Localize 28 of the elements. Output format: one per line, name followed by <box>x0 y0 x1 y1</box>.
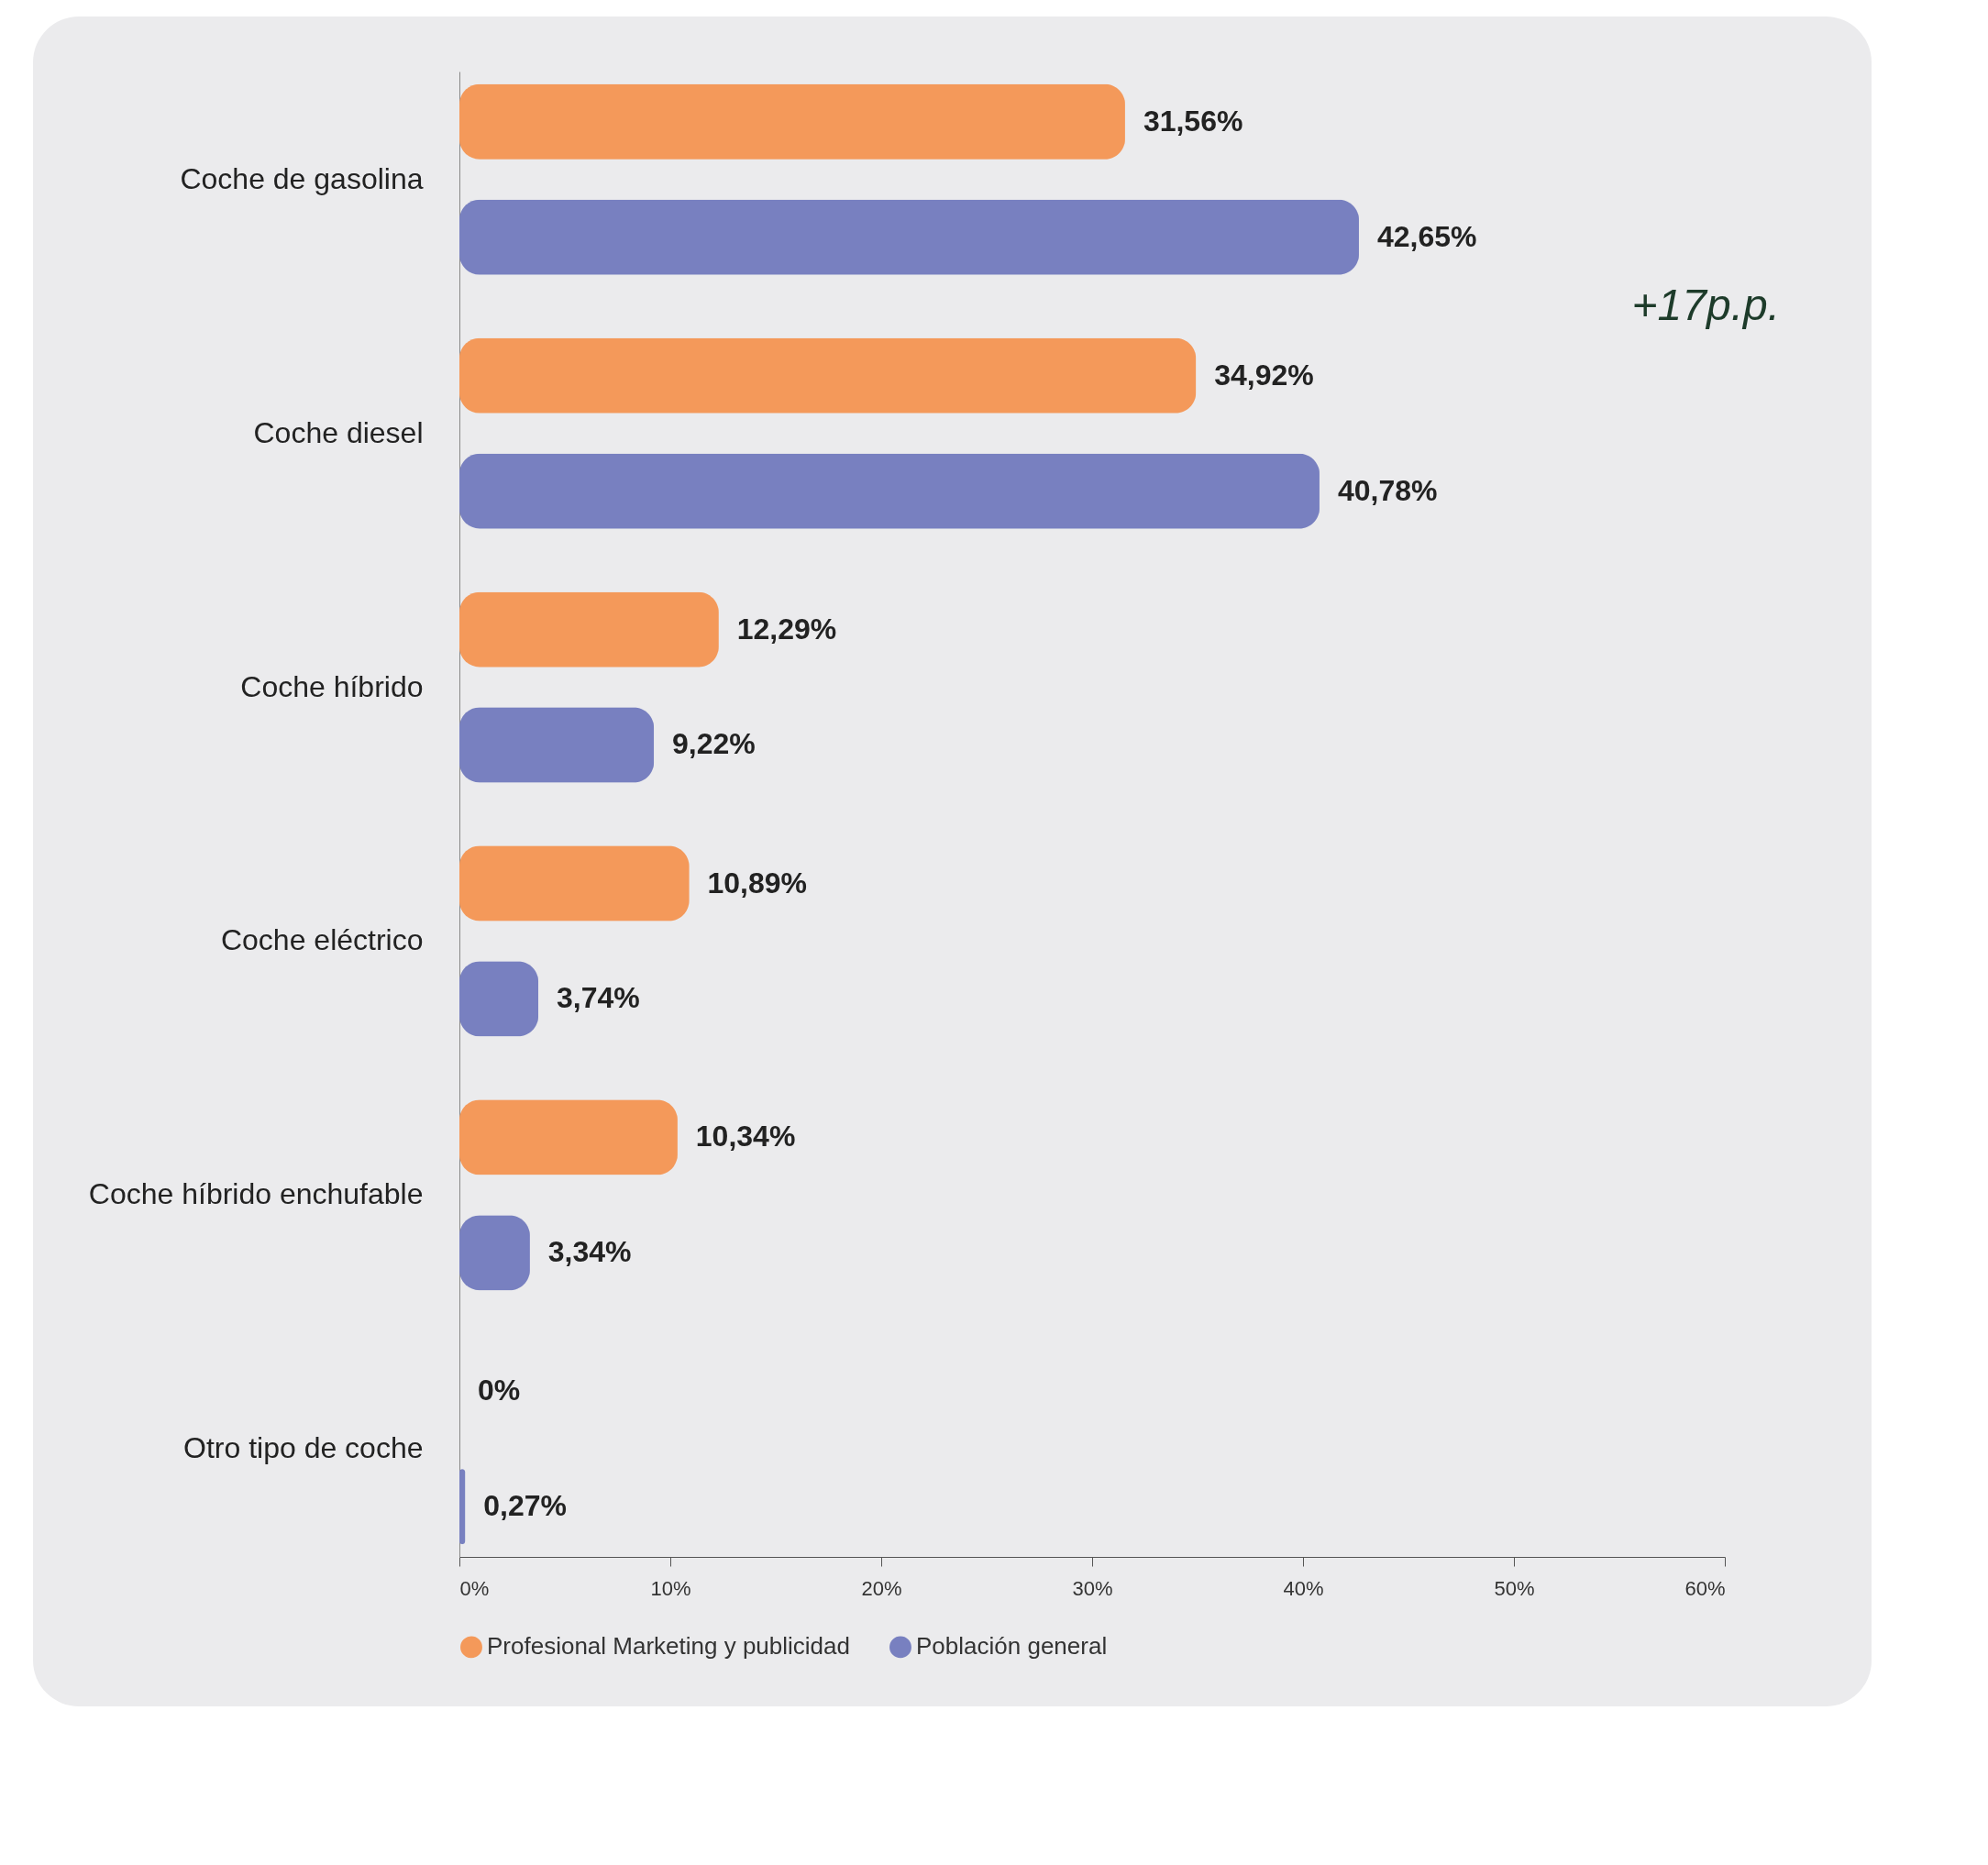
data-label: 3,34% <box>547 1235 632 1269</box>
y-tick-label: Coche diesel <box>253 415 424 449</box>
annotation: +17p.p. <box>1631 280 1780 329</box>
data-label: 40,78% <box>1337 473 1438 507</box>
data-label: 0% <box>478 1374 521 1407</box>
y-tick-label: Coche de gasolina <box>180 161 424 195</box>
x-tick-label: 0% <box>459 1576 490 1600</box>
data-label: 12,29% <box>736 612 837 646</box>
data-label: 3,74% <box>557 981 640 1015</box>
legend-label: Población general <box>916 1632 1108 1661</box>
x-tick-label: 20% <box>861 1576 902 1600</box>
y-tick-label: Coche híbrido enchufable <box>88 1177 424 1211</box>
data-label: 34,92% <box>1214 358 1314 392</box>
data-label: 10,34% <box>695 1120 796 1153</box>
data-label: 10,89% <box>707 866 807 899</box>
data-label: 31,56% <box>1143 104 1243 138</box>
x-tick-label: 30% <box>1072 1576 1113 1600</box>
data-label: 9,22% <box>672 727 756 761</box>
y-tick-label: Coche híbrido <box>240 669 424 703</box>
x-tick-label: 60% <box>1684 1576 1726 1600</box>
x-tick-label: 10% <box>650 1576 691 1600</box>
y-tick-label: Coche eléctrico <box>220 923 424 957</box>
y-tick-label: Otro tipo de coche <box>183 1431 424 1465</box>
data-label: 0,27% <box>483 1489 567 1523</box>
legend-label: Profesional Marketing y publicidad <box>487 1632 850 1661</box>
x-tick-label: 50% <box>1494 1576 1535 1600</box>
data-label: 42,65% <box>1376 219 1477 253</box>
x-tick-label: 40% <box>1283 1576 1324 1600</box>
